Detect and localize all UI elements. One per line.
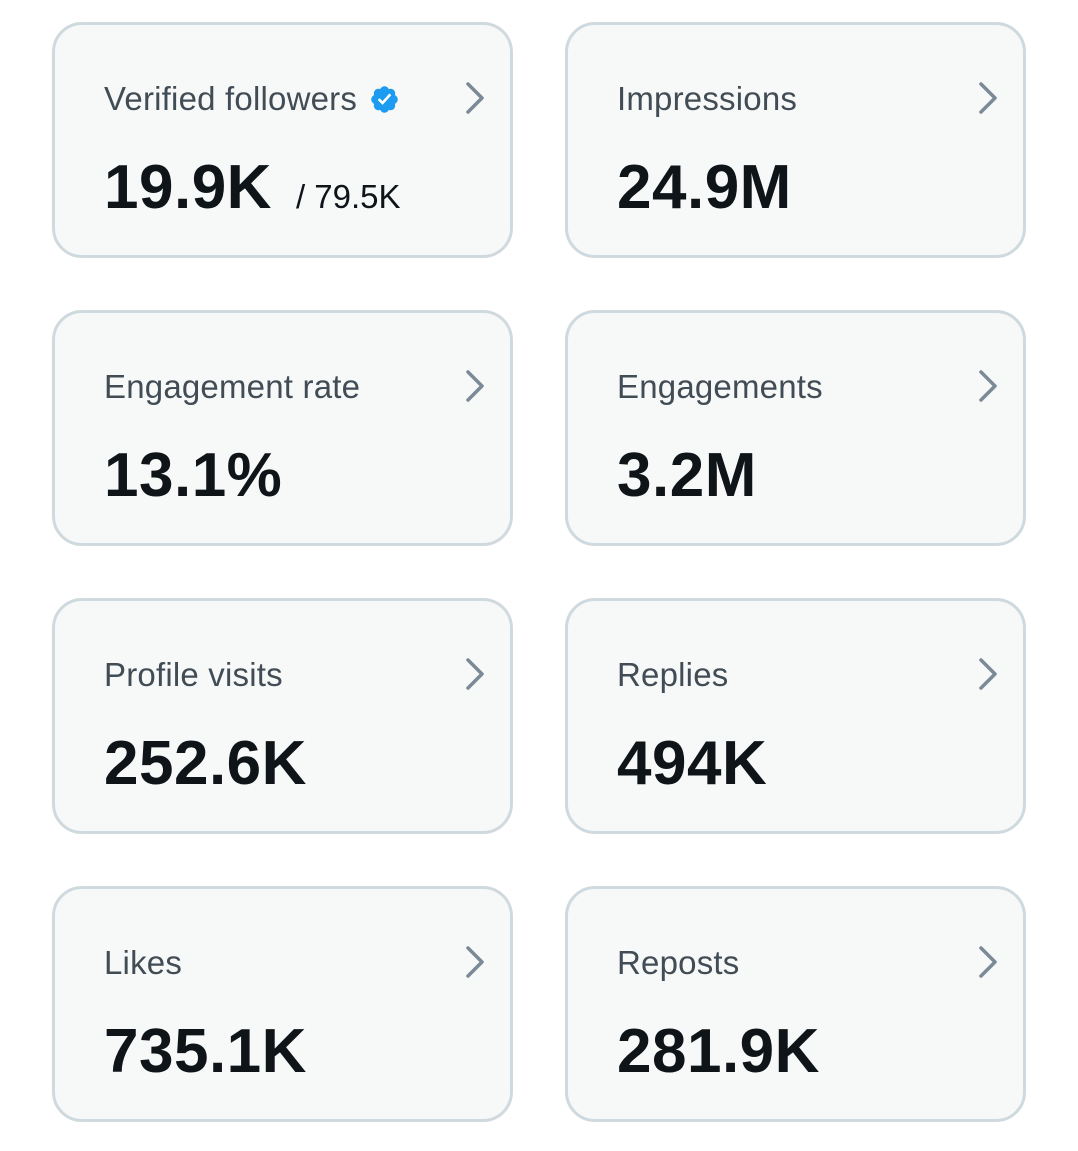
stat-card-engagements[interactable]: Engagements 3.2M [565,310,1026,546]
stat-card-impressions[interactable]: Impressions 24.9M [565,22,1026,258]
stat-label: Replies [617,656,729,693]
stat-value-row: 494K [617,729,767,815]
stat-label: Engagements [617,368,823,405]
stat-total: / 79.5K [295,178,401,215]
stat-value: 3.2M [617,441,757,510]
chevron-right-icon[interactable] [464,369,486,403]
chevron-right-icon[interactable] [464,657,486,691]
chevron-right-icon[interactable] [464,81,486,115]
stat-card-engagement-rate[interactable]: Engagement rate 13.1% [52,310,513,546]
stat-value-row: 735.1K [104,1017,307,1103]
stat-value-row: 19.9K / 79.5K [104,153,401,239]
stat-value: 13.1% [104,441,283,510]
chevron-right-icon[interactable] [977,945,999,979]
stat-value: 252.6K [104,729,307,798]
stat-card-profile-visits[interactable]: Profile visits 252.6K [52,598,513,834]
stat-card-verified-followers[interactable]: Verified followers 19.9K / 79.5K [52,22,513,258]
stat-label: Impressions [617,80,798,117]
stat-label: Profile visits [104,656,283,693]
stat-value-row: 252.6K [104,729,307,815]
stat-value: 19.9K [104,153,272,222]
chevron-right-icon[interactable] [977,81,999,115]
stat-value: 281.9K [617,1017,820,1086]
chevron-right-icon[interactable] [977,657,999,691]
stat-card-replies[interactable]: Replies 494K [565,598,1026,834]
stat-label: Reposts [617,944,740,981]
verified-badge-icon [371,86,398,113]
stat-value-row: 24.9M [617,153,792,239]
stat-card-reposts[interactable]: Reposts 281.9K [565,886,1026,1122]
chevron-right-icon[interactable] [464,945,486,979]
stat-value: 494K [617,729,768,798]
stat-value-row: 13.1% [104,441,282,527]
stat-label: Likes [104,944,183,981]
stat-card-likes[interactable]: Likes 735.1K [52,886,513,1122]
stat-value: 24.9M [617,153,792,222]
stat-label: Engagement rate [104,368,361,405]
stat-value-row: 3.2M [617,441,757,527]
stat-label: Verified followers [104,79,400,119]
chevron-right-icon[interactable] [977,369,999,403]
stat-value: 735.1K [104,1017,307,1086]
stat-value-row: 281.9K [617,1017,820,1103]
